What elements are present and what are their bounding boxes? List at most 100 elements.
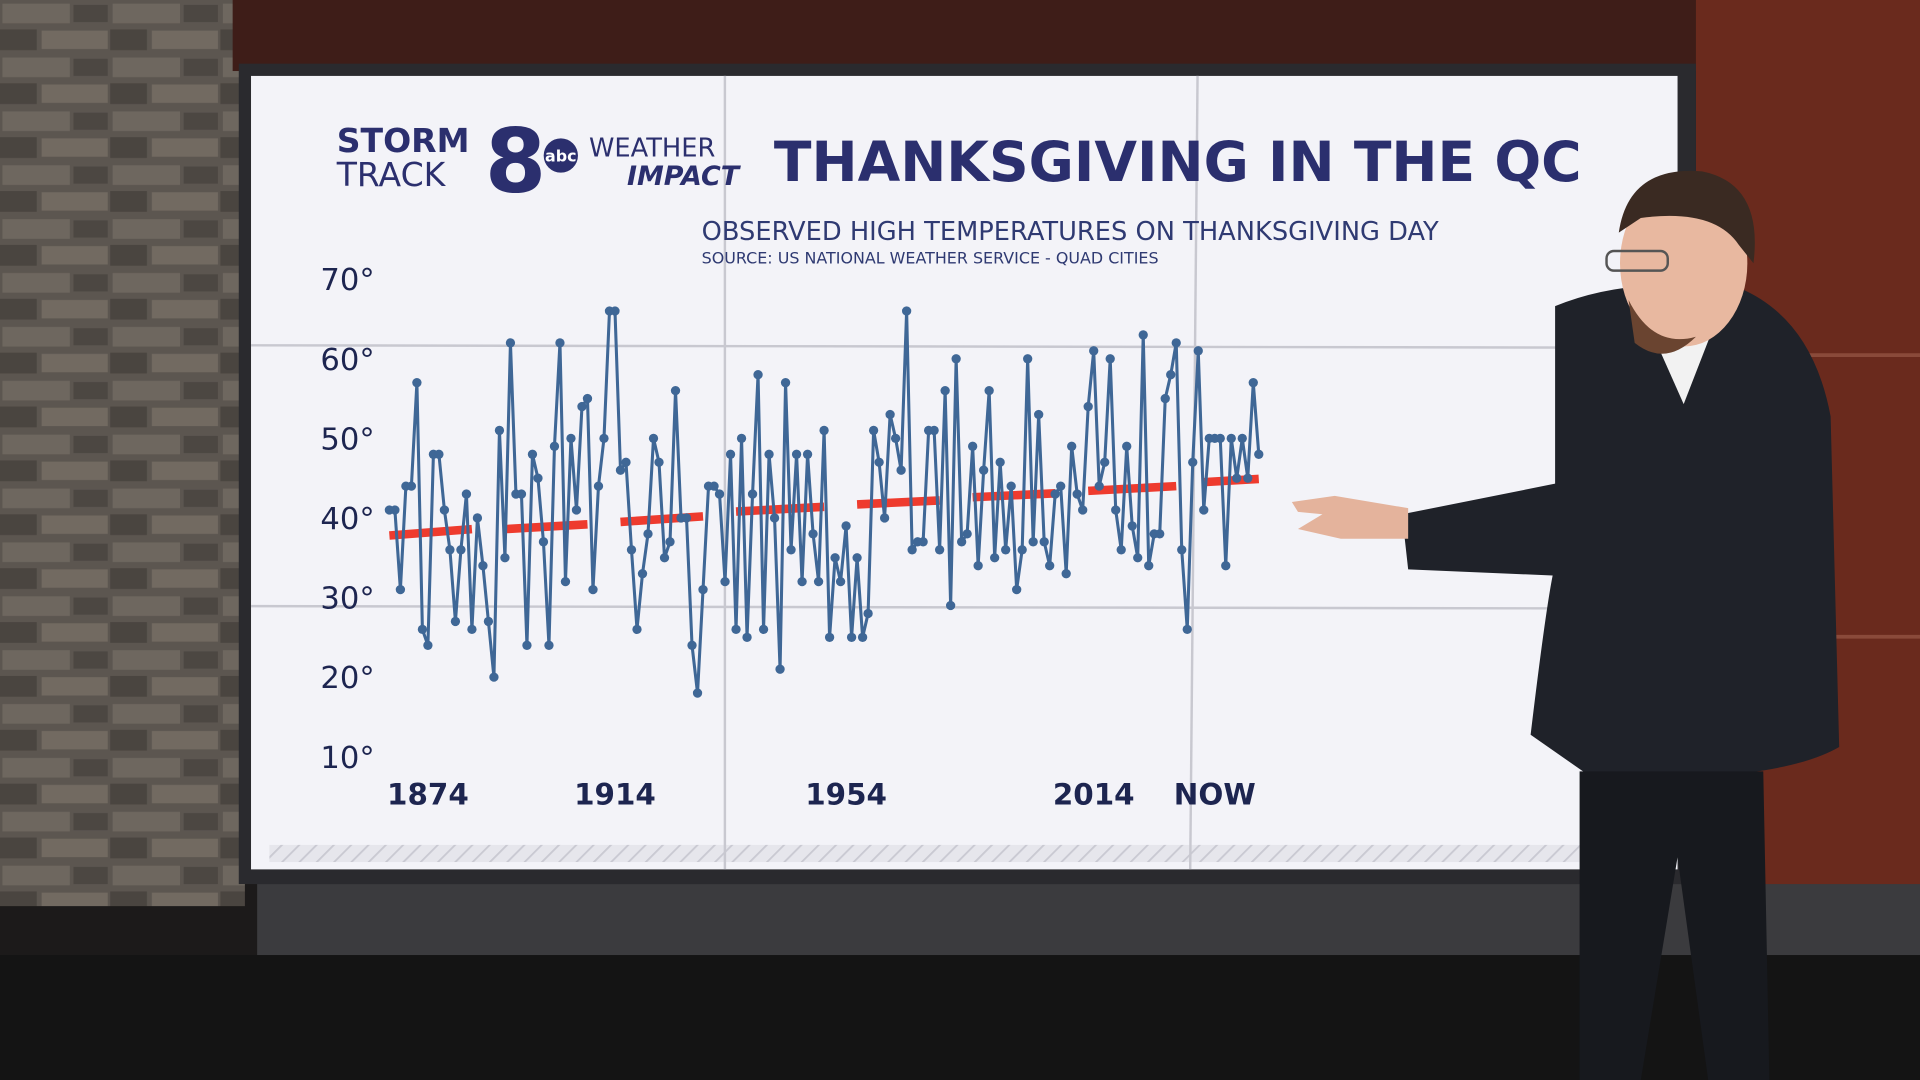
data-point bbox=[1017, 545, 1027, 555]
data-point bbox=[1050, 489, 1060, 499]
hatch-strip bbox=[269, 844, 1580, 863]
logo-text: abc bbox=[545, 147, 577, 166]
data-point bbox=[846, 632, 857, 642]
data-point bbox=[1111, 505, 1121, 515]
data-point bbox=[830, 553, 840, 563]
data-point bbox=[390, 505, 400, 515]
data-point bbox=[1237, 433, 1247, 444]
data-point bbox=[1160, 393, 1170, 404]
chart-source: SOURCE: US NATIONAL WEATHER SERVICE - QU… bbox=[702, 248, 1159, 267]
data-point bbox=[808, 529, 818, 539]
data-point bbox=[901, 306, 912, 316]
data-point bbox=[637, 569, 648, 579]
data-point bbox=[1188, 457, 1198, 467]
data-point bbox=[538, 537, 549, 547]
y-tick-label: 60° bbox=[320, 343, 374, 378]
hand bbox=[1291, 495, 1409, 539]
data-point bbox=[1089, 346, 1099, 356]
data-point bbox=[1006, 481, 1016, 491]
stone-wall bbox=[0, 0, 245, 907]
data-point bbox=[835, 576, 846, 587]
data-point bbox=[1248, 378, 1258, 388]
data-point bbox=[560, 576, 571, 587]
data-point bbox=[439, 505, 450, 515]
trend-segment bbox=[504, 520, 588, 534]
chart-subtitle: OBSERVED HIGH TEMPERATURES ON THANKSGIVI… bbox=[702, 217, 1439, 247]
data-point bbox=[907, 545, 917, 555]
data-point bbox=[990, 553, 1000, 563]
data-point bbox=[731, 624, 741, 635]
trend-segment bbox=[856, 496, 940, 509]
data-point bbox=[577, 401, 587, 412]
data-point bbox=[544, 640, 554, 650]
data-point bbox=[736, 433, 747, 444]
data-point bbox=[626, 545, 637, 555]
data-point bbox=[1177, 545, 1187, 555]
data-point bbox=[1078, 505, 1088, 515]
data-point bbox=[555, 338, 565, 348]
logo-text: TRACK bbox=[336, 155, 447, 194]
x-tick-label: NOW bbox=[1174, 777, 1256, 811]
data-point bbox=[1254, 449, 1264, 459]
data-point bbox=[450, 616, 461, 627]
data-point bbox=[1094, 481, 1104, 491]
data-point bbox=[467, 624, 477, 635]
data-point bbox=[1127, 521, 1137, 531]
data-point bbox=[945, 600, 956, 611]
data-point bbox=[610, 306, 620, 316]
data-point bbox=[1166, 370, 1176, 380]
data-point bbox=[857, 632, 868, 642]
data-point bbox=[940, 385, 950, 396]
data-point bbox=[709, 481, 719, 491]
data-point bbox=[527, 449, 538, 459]
top-wall bbox=[232, 0, 1715, 72]
data-point bbox=[1034, 409, 1044, 420]
data-point bbox=[692, 688, 703, 698]
data-point bbox=[1122, 441, 1132, 451]
trousers bbox=[1579, 771, 1770, 1080]
data-point bbox=[962, 529, 972, 539]
data-point bbox=[593, 481, 604, 491]
x-tick-label: 2014 bbox=[1053, 777, 1135, 811]
data-point bbox=[1226, 433, 1236, 444]
data-point bbox=[615, 465, 626, 475]
data-point bbox=[879, 513, 890, 523]
data-point bbox=[1045, 561, 1055, 571]
logo-number: 8 bbox=[485, 110, 546, 213]
data-point bbox=[780, 378, 791, 388]
data-point bbox=[1039, 537, 1049, 547]
chart-title: THANKSGIVING IN THE QC bbox=[774, 130, 1582, 194]
data-point bbox=[659, 553, 670, 563]
data-point bbox=[747, 489, 758, 499]
data-point bbox=[764, 449, 774, 459]
x-tick-label: 1874 bbox=[387, 777, 469, 811]
data-point bbox=[973, 561, 983, 571]
logo-circle bbox=[543, 138, 578, 173]
data-point bbox=[1199, 505, 1209, 515]
data-point bbox=[434, 449, 444, 459]
data-point bbox=[863, 608, 873, 619]
plot: 70° 60° 50° 40° 30° 20° 10° 1874 1914 1954 2014 NOW bbox=[320, 263, 1264, 811]
y-tick-label: 70° bbox=[320, 263, 374, 298]
data-point bbox=[494, 425, 505, 436]
data-point bbox=[533, 473, 543, 483]
data-point bbox=[797, 576, 807, 587]
data-point bbox=[461, 489, 472, 499]
data-point bbox=[918, 537, 928, 547]
data-point bbox=[1100, 457, 1110, 467]
data-point bbox=[478, 561, 488, 571]
data-point bbox=[1171, 338, 1181, 348]
data-point bbox=[742, 632, 752, 642]
data-point bbox=[758, 624, 769, 635]
data-point bbox=[445, 545, 455, 555]
hair bbox=[1618, 170, 1755, 264]
data-point bbox=[929, 425, 939, 436]
data-point bbox=[1182, 624, 1192, 635]
data-point bbox=[791, 449, 802, 459]
data-point bbox=[698, 584, 708, 595]
data-point bbox=[896, 465, 906, 475]
data-point bbox=[1028, 537, 1038, 547]
data-point bbox=[1221, 561, 1231, 571]
data-point bbox=[1193, 346, 1203, 356]
